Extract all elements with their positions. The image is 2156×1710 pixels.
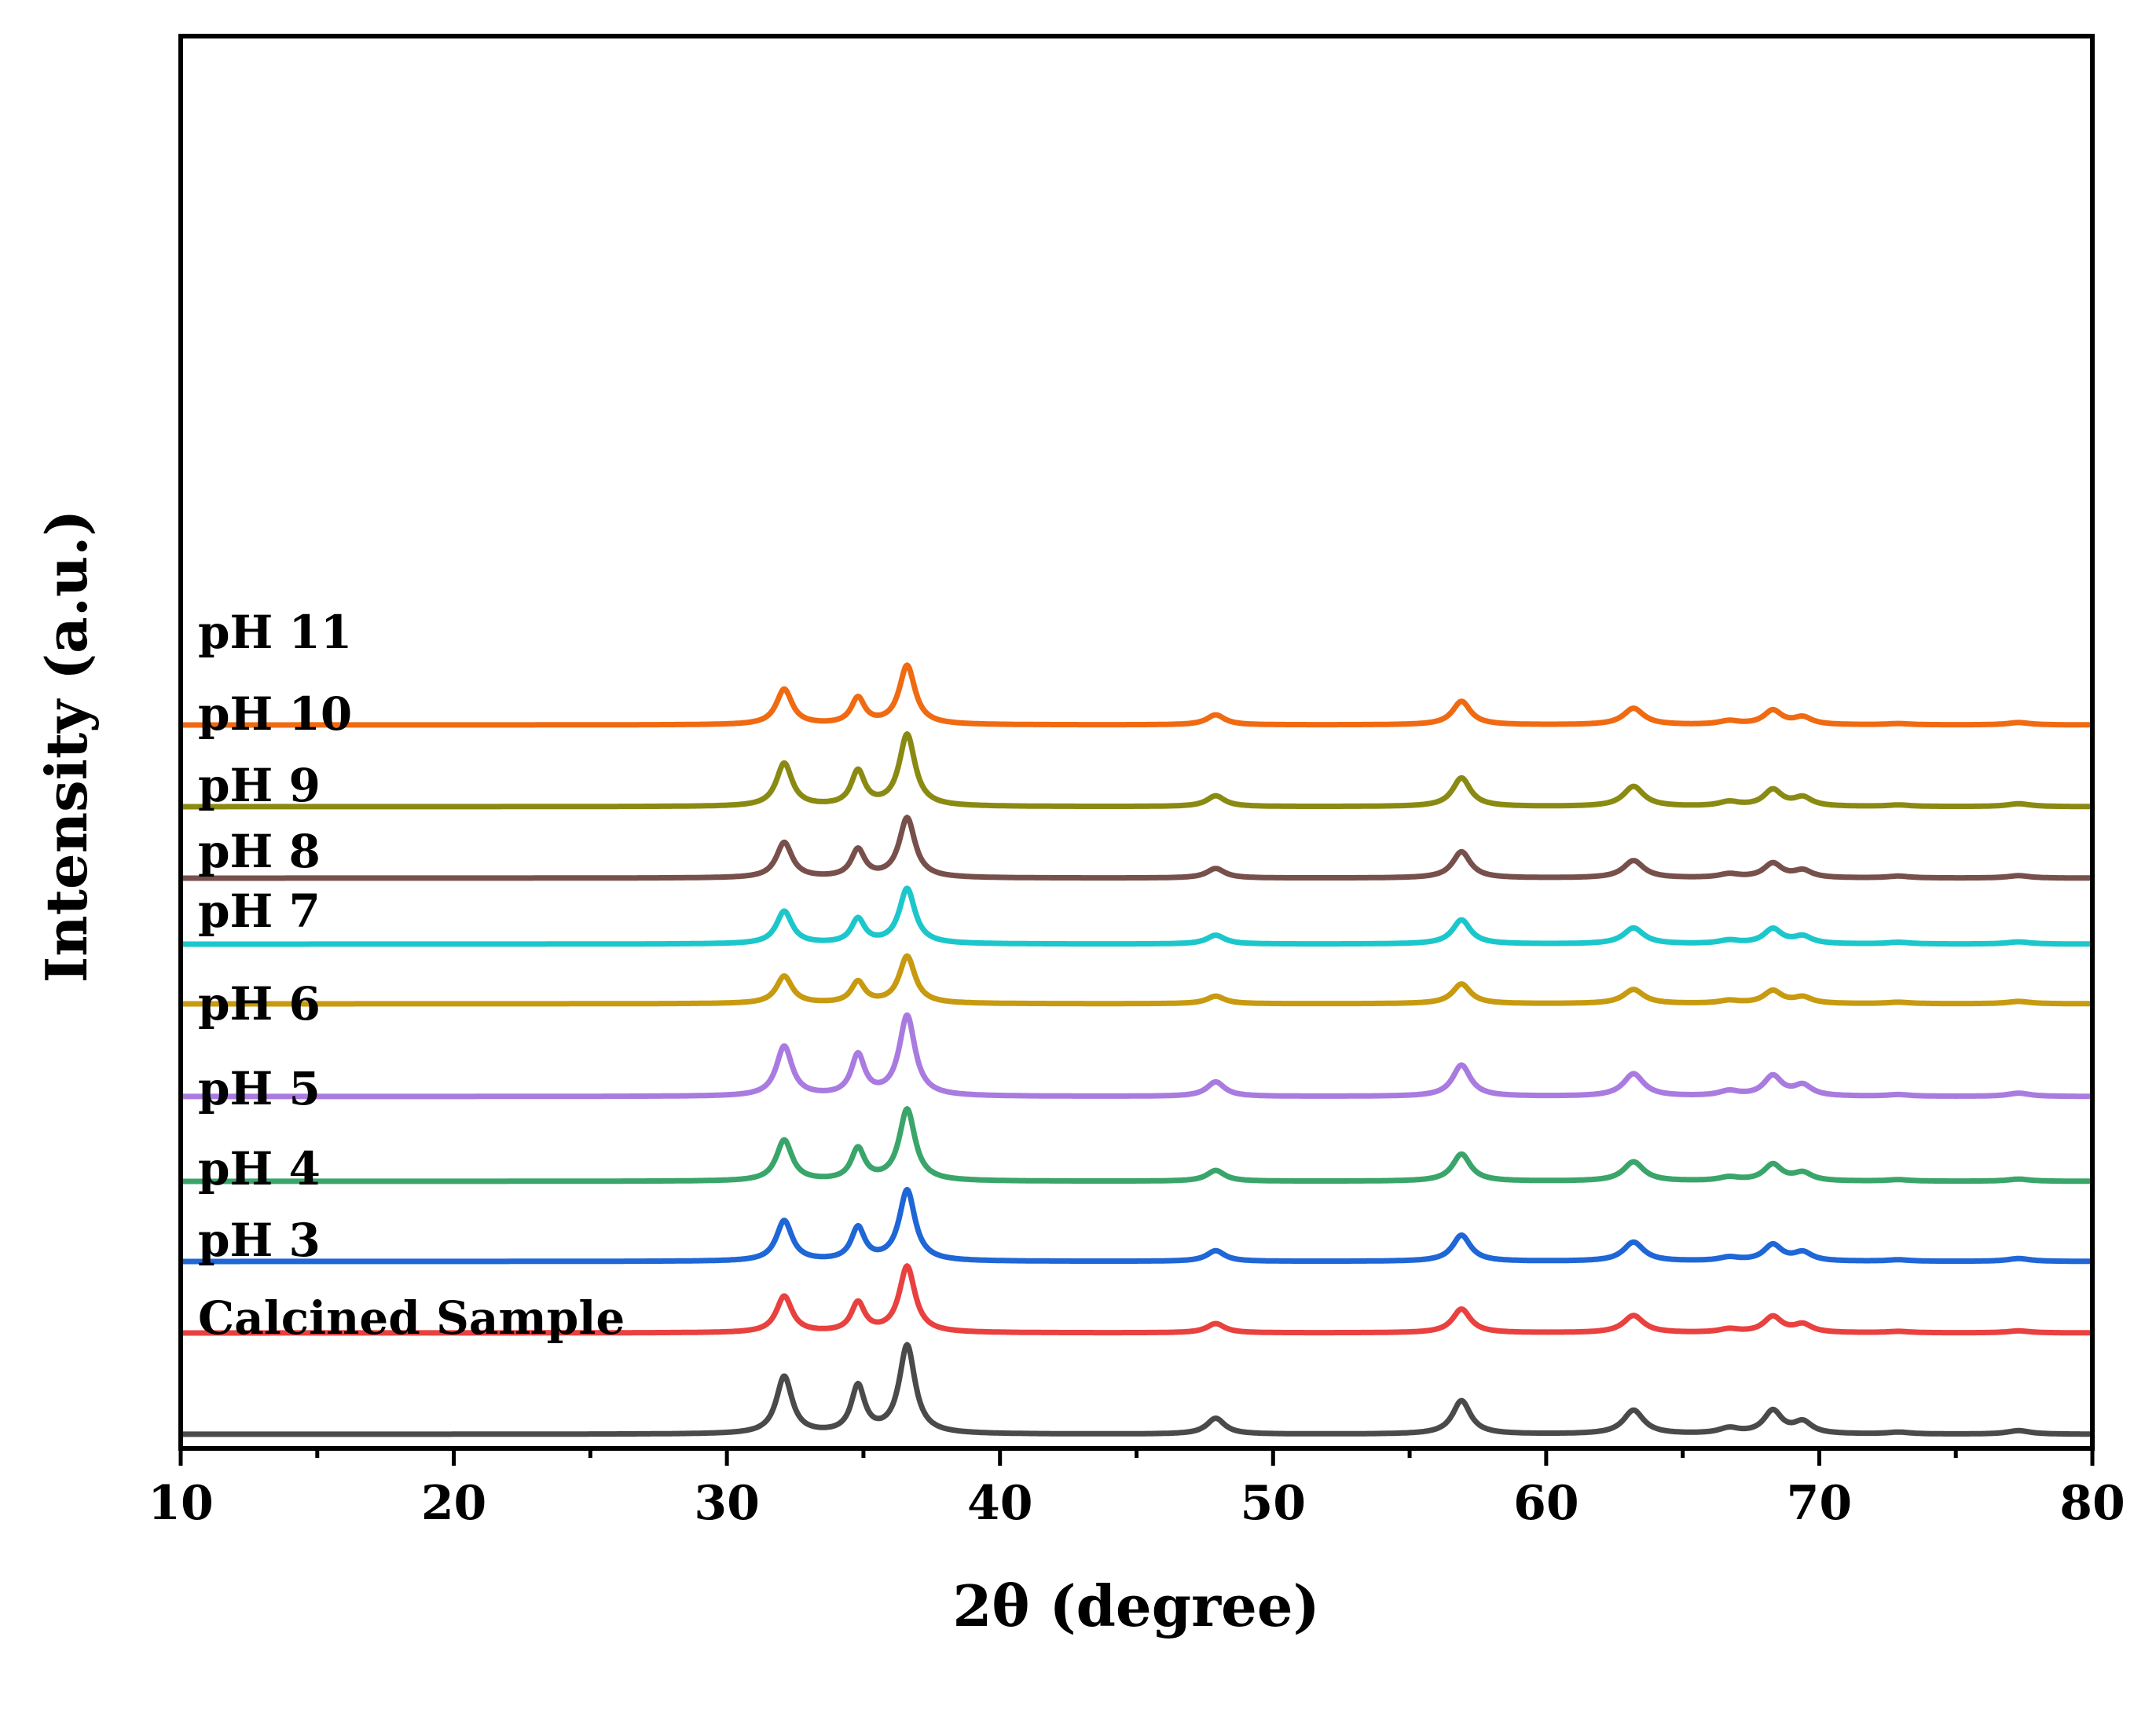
- series-labels: Calcined Sample pH 3 pH 4 pH 5 pH 6 pH 7 pH 8 p…: [198, 606, 625, 1345]
- series-label: pH 10: [198, 687, 352, 741]
- series-label: pH 3: [198, 1214, 321, 1267]
- series-line: [178, 1187, 2095, 1265]
- x-tick-label: 80: [2059, 1476, 2125, 1531]
- x-tick-label: 50: [1241, 1476, 1307, 1531]
- x-tick-label: 20: [421, 1476, 487, 1531]
- x-tick-label: 30: [694, 1476, 760, 1531]
- series-line: [178, 731, 2095, 810]
- x-axis-ticks: 10 20 30 40 50 60 70 80: [148, 1448, 2125, 1531]
- series-traces: [178, 662, 2095, 1437]
- series-line: [178, 1342, 2095, 1437]
- series-line: [178, 1106, 2095, 1185]
- series-label: pH 9: [198, 759, 321, 812]
- x-tick-label: 70: [1787, 1476, 1853, 1531]
- x-tick-label: 40: [967, 1476, 1033, 1531]
- series-label: Calcined Sample: [198, 1291, 625, 1345]
- series-line: [178, 1263, 2095, 1336]
- series-label: pH 11: [198, 606, 352, 659]
- x-tick-label: 60: [1513, 1476, 1579, 1531]
- series-line: [178, 885, 2095, 947]
- series-label: pH 5: [198, 1062, 321, 1115]
- series-line: [178, 953, 2095, 1007]
- series-line: [178, 662, 2095, 728]
- x-tick-label: 10: [148, 1476, 214, 1531]
- series-line: [178, 815, 2095, 881]
- series-label: pH 6: [198, 977, 321, 1031]
- series-label: pH 8: [198, 825, 321, 878]
- x-axis-title: 2θ (degree): [952, 1573, 1319, 1639]
- plot-frame: [178, 34, 2095, 1451]
- series-label: pH 7: [198, 884, 321, 938]
- y-axis-title: Intensity (a.u.): [33, 510, 100, 983]
- series-label: pH 4: [198, 1142, 321, 1196]
- series-line: [178, 1012, 2095, 1100]
